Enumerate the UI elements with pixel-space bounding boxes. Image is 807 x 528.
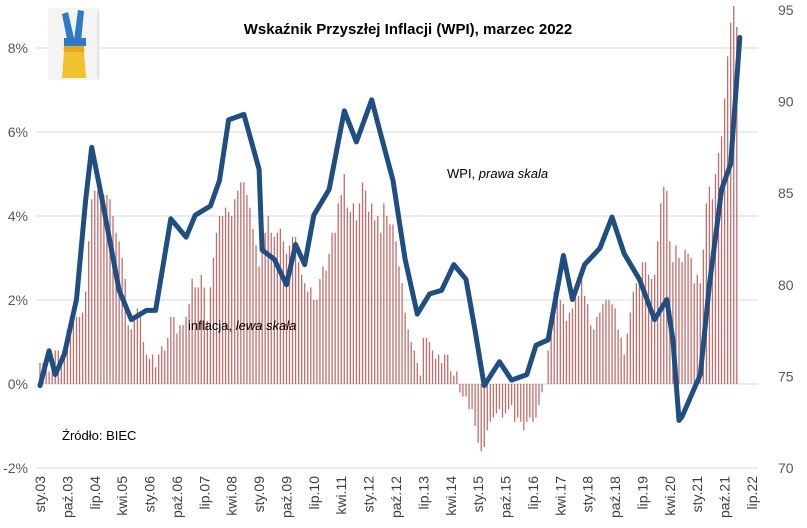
x-tick-label: kwi.05 xyxy=(114,476,130,516)
x-tick-label: kwi.17 xyxy=(552,476,568,516)
left-tick-label: 6% xyxy=(8,124,28,140)
x-tick-label: lip.04 xyxy=(87,476,103,510)
right-tick-label: 95 xyxy=(778,2,794,18)
x-tick-label: paź.21 xyxy=(717,476,733,518)
source-note: Źródło: BIEC xyxy=(62,428,136,443)
x-tick-label: paź.06 xyxy=(169,476,185,518)
right-tick-label: 80 xyxy=(778,277,794,293)
gridlines xyxy=(36,47,758,469)
x-tick-label: kwi.11 xyxy=(333,476,349,515)
wpi-annotation: WPI, prawa skala xyxy=(447,166,548,181)
right-axis: 70 75 80 85 90 95 xyxy=(778,2,794,476)
x-tick-label: kwi.14 xyxy=(443,476,459,516)
left-tick-label: 4% xyxy=(8,208,28,224)
left-tick-label: 0% xyxy=(8,376,28,392)
chart-title: Wskaźnik Przyszłej Inflacji (WPI), marze… xyxy=(244,21,572,38)
x-tick-label: sty.09 xyxy=(251,476,267,513)
left-tick-label: 2% xyxy=(8,292,28,308)
x-tick-label: lip.19 xyxy=(634,476,650,510)
ukraine-peace-logo xyxy=(48,8,100,80)
x-tick-label: kwi.20 xyxy=(662,476,678,516)
left-tick-label: -2% xyxy=(3,460,28,476)
x-tick-label: sty.21 xyxy=(689,476,705,513)
x-tick-label: kwi.08 xyxy=(224,476,240,516)
right-tick-label: 90 xyxy=(778,94,794,110)
x-tick-label: lip.10 xyxy=(306,476,322,510)
x-tick-label: sty.18 xyxy=(580,476,596,513)
inflation-annotation: inflacja, lewa skala xyxy=(188,318,296,333)
x-tick-label: sty.06 xyxy=(142,476,158,513)
x-tick-label: paź.18 xyxy=(607,476,623,518)
wpi-line xyxy=(37,35,743,423)
x-tick-label: paź.03 xyxy=(59,476,75,518)
x-tick-label: sty.12 xyxy=(361,476,377,513)
x-tick-label: paź.12 xyxy=(388,476,404,518)
left-tick-label: 8% xyxy=(8,40,28,56)
x-axis: sty.03 paź.03 lip.04 kwi.05 sty.06 paź.06 lip.… xyxy=(32,476,760,518)
x-tick-label: sty.15 xyxy=(470,476,486,513)
right-tick-label: 85 xyxy=(778,185,794,201)
x-tick-label: lip.16 xyxy=(525,476,541,510)
right-tick-label: 70 xyxy=(778,460,794,476)
x-tick-label: paź.09 xyxy=(278,476,294,518)
left-axis: -2% 0% 2% 4% 6% 8% xyxy=(3,40,28,476)
x-tick-label: sty.03 xyxy=(32,476,48,513)
x-tick-label: lip.07 xyxy=(196,476,212,510)
x-tick-label: lip.13 xyxy=(415,476,431,510)
x-tick-label: paź.15 xyxy=(498,476,514,518)
right-tick-label: 75 xyxy=(778,368,794,384)
x-tick-label: lip.22 xyxy=(744,476,760,510)
